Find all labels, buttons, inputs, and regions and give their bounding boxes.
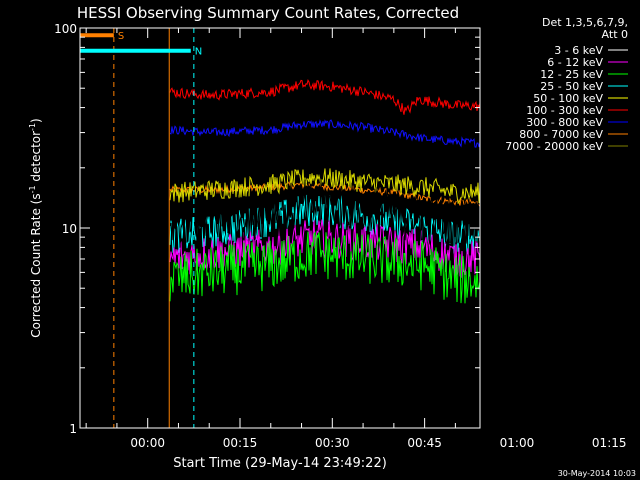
y-tick-label: 100 — [54, 22, 77, 36]
x-tick-label: 01:00 — [500, 436, 535, 450]
y-axis-label: Corrected Count Rate (s-1 detector-1) — [28, 118, 43, 337]
legend-label: 300 - 800 keV — [526, 116, 603, 129]
chart-title: HESSI Observing Summary Count Rates, Cor… — [77, 4, 459, 22]
legend-item: 3 - 6 keV — [554, 44, 628, 57]
axes: 1 10 100 00:00 00:15 00:30 00:45 01:00 01:15 — [54, 22, 626, 450]
legend-item: 6 - 12 keV — [547, 56, 628, 69]
legend-header-line-2: Att 0 — [602, 28, 628, 41]
x-tick-label: 00:15 — [223, 436, 258, 450]
legend-label: 3 - 6 keV — [554, 44, 603, 57]
x-tick-label: 00:00 — [130, 436, 165, 450]
legend-label: 7000 - 20000 keV — [505, 140, 603, 153]
series-line-12-25-kev — [169, 231, 480, 304]
legend-label: 6 - 12 keV — [547, 56, 603, 69]
series-line-3-6-kev — [169, 179, 480, 248]
legend-item: 800 - 7000 keV — [519, 128, 628, 141]
timestamp-footer: 30-May-2014 10:03 — [558, 469, 636, 478]
y-tick-label: 10 — [62, 222, 77, 236]
series-line-100-300-kev — [169, 78, 480, 115]
series-line-50-100-kev — [169, 168, 480, 204]
x-tick-label: 00:45 — [407, 436, 442, 450]
legend-header-line-1: Det 1,3,5,6,7,9, — [542, 16, 628, 29]
x-tick-label: 00:30 — [315, 436, 350, 450]
y-tick-label: 1 — [69, 422, 77, 436]
legend-item: 300 - 800 keV — [526, 116, 628, 129]
legend-label: 50 - 100 keV — [533, 92, 603, 105]
flag-label-s: S — [118, 31, 124, 42]
x-axis-label: Start Time (29-May-14 23:49:22) — [173, 456, 387, 471]
legend-item: 7000 - 20000 keV — [505, 140, 628, 153]
flag-label-n: N — [195, 47, 202, 58]
legend-item: 50 - 100 keV — [533, 92, 628, 105]
legend-label: 100 - 300 keV — [526, 104, 603, 117]
plot-area: SN — [80, 28, 480, 428]
series-line-300-800-kev — [169, 119, 480, 148]
legend-item: 25 - 50 keV — [540, 80, 628, 93]
legend-item: 12 - 25 keV — [540, 68, 628, 81]
x-tick-label: 01:15 — [592, 436, 627, 450]
legend-item: 100 - 300 keV — [526, 104, 628, 117]
legend-label: 25 - 50 keV — [540, 80, 603, 93]
legend-label: 800 - 7000 keV — [519, 128, 603, 141]
legend-label: 12 - 25 keV — [540, 68, 603, 81]
